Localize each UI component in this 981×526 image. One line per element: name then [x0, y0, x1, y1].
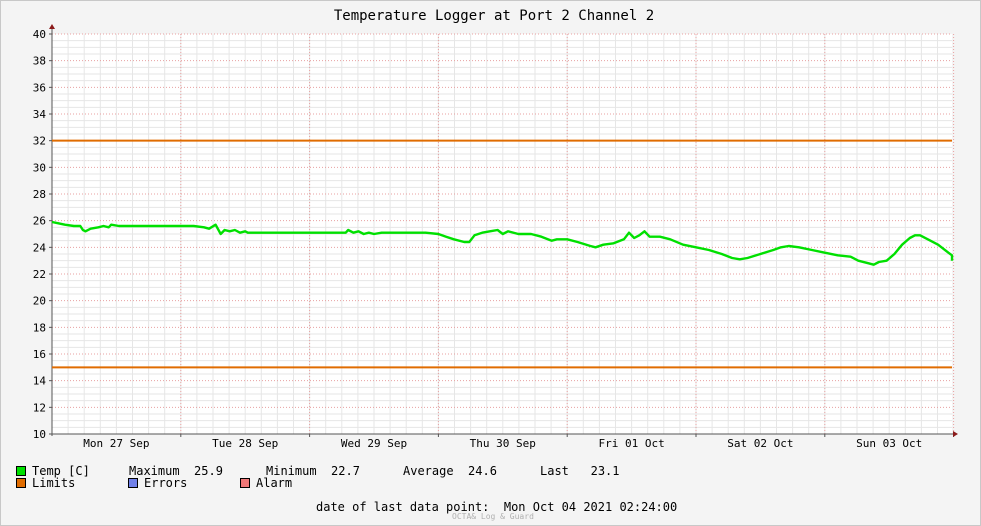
- alarm-swatch-icon: [240, 478, 250, 488]
- x-tick-label: Sat 02 Oct: [727, 437, 793, 450]
- stat-maximum-label: Maximum: [129, 464, 180, 478]
- y-tick-label: 16: [33, 348, 46, 361]
- x-tick-label: Tue 28 Sep: [212, 437, 278, 450]
- y-tick-label: 12: [33, 401, 46, 414]
- stat-last-label: Last: [540, 464, 569, 478]
- temp-series-line: [51, 220, 954, 266]
- y-tick-label: 40: [33, 28, 46, 41]
- credit-text: OCTA& Log & Guard: [452, 512, 534, 521]
- legend-temp: Temp [C]: [16, 464, 90, 478]
- stat-minimum-label: Minimum: [266, 464, 317, 478]
- y-tick-label: 22: [33, 268, 46, 281]
- last-data-point-value: Mon Oct 04 2021 02:24:00: [503, 500, 678, 514]
- stat-last: Last 23.1: [540, 464, 620, 478]
- y-tick-label: 38: [33, 55, 46, 68]
- x-tick-label: Thu 30 Sep: [470, 437, 536, 450]
- stat-average-label: Average: [403, 464, 454, 478]
- chart-title: Temperature Logger at Port 2 Channel 2: [334, 8, 654, 24]
- y-tick-label: 34: [33, 108, 47, 121]
- y-tick-label: 24: [33, 241, 47, 254]
- y-tick-label: 10: [33, 428, 46, 441]
- y-tick-label: 32: [33, 135, 46, 148]
- y-tick-label: 18: [33, 321, 46, 334]
- y-tick-label: 30: [33, 161, 46, 174]
- stat-last-value: 23.1: [590, 464, 620, 478]
- y-tick-label: 36: [33, 81, 46, 94]
- limits-swatch-icon: [16, 478, 26, 488]
- y-axis-arrow-icon: [49, 24, 55, 29]
- stat-maximum: Maximum 25.9: [129, 464, 223, 478]
- legend-limits: Limits: [16, 476, 75, 490]
- temp-swatch-icon: [16, 466, 26, 476]
- stat-minimum: Minimum 22.7: [266, 464, 360, 478]
- x-tick-label: Wed 29 Sep: [341, 437, 407, 450]
- x-axis-arrow-icon: [953, 431, 958, 437]
- x-tick-label: Fri 01 Oct: [598, 437, 664, 450]
- y-tick-label: 26: [33, 215, 46, 228]
- legend-alarm: Alarm: [240, 476, 292, 490]
- legend-temp-label: Temp [C]: [32, 464, 90, 478]
- last-data-point: date of last data point: Mon Oct 04 2021…: [316, 500, 677, 514]
- y-tick-label: 14: [33, 375, 47, 388]
- stat-minimum-value: 22.7: [331, 464, 360, 478]
- errors-swatch-icon: [128, 478, 138, 488]
- x-tick-label: Sun 03 Oct: [856, 437, 922, 450]
- stat-average: Average 24.6: [403, 464, 497, 478]
- legend-errors-label: Errors: [144, 476, 188, 490]
- y-tick-label: 20: [33, 295, 46, 308]
- legend-errors: Errors: [128, 476, 187, 490]
- y-tick-label: 28: [33, 188, 46, 201]
- stat-average-value: 24.6: [468, 464, 497, 478]
- legend-alarm-label: Alarm: [256, 476, 293, 490]
- stat-maximum-value: 25.9: [194, 464, 223, 478]
- last-data-point-label: date of last data point:: [316, 500, 490, 514]
- x-tick-label: Mon 27 Sep: [83, 437, 149, 450]
- legend-limits-label: Limits: [32, 476, 76, 490]
